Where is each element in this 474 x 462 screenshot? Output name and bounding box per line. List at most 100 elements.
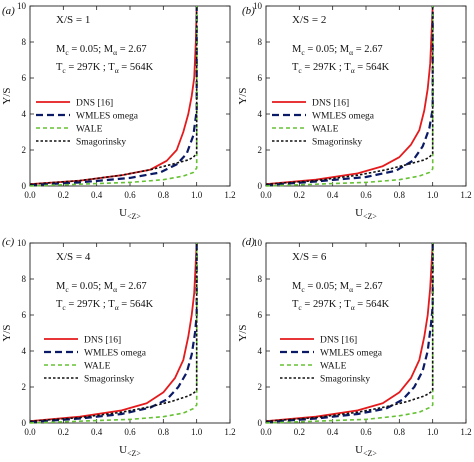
y-tick-label: 10: [253, 238, 263, 248]
x-tick-label: 0.0: [260, 427, 272, 437]
legend-label: WALE: [76, 125, 103, 135]
x-tick-label: 0.8: [394, 427, 406, 437]
x-axis-label: U<Z>​: [355, 444, 377, 458]
x-tick-label: 0.6: [360, 427, 372, 437]
series-line-smagorinsky: [265, 6, 434, 185]
series-line-smagorinsky: [29, 6, 198, 185]
series-line-wale: [29, 243, 198, 424]
y-tick-label: 4: [258, 346, 263, 356]
panel-tag: (c): [2, 236, 15, 248]
y-tick-label: 0: [22, 181, 27, 191]
plot-frame: [265, 242, 467, 424]
y-tick-label: 4: [258, 109, 263, 119]
y-tick-label: 2: [258, 145, 263, 155]
plot-frame: [29, 242, 231, 424]
chart-panel-3: (c) 0.0 0.2 0.4 0.6 0.8 1.0 1.2 0 2 4 6 8 10 U<Z>​ Y/S X…: [1, 236, 236, 458]
legend-label: Smagorinsky: [84, 375, 134, 385]
series-line-smagorinsky: [29, 243, 198, 422]
y-tick-label: 10: [17, 238, 27, 248]
x-tick-label: 1.0: [191, 190, 203, 200]
x-tick-label: 1.2: [224, 427, 235, 437]
y-tick-label: 0: [22, 418, 27, 428]
panel-annotation: Mc​ = 0.05; Mα​ = 2.67: [56, 44, 147, 57]
x-tick-label: 0.2: [294, 427, 305, 437]
series-line-wmles-omega: [265, 243, 434, 424]
x-tick-label: 0.2: [58, 190, 69, 200]
x-tick-label: 0.0: [24, 427, 36, 437]
series-line-wale: [265, 6, 434, 187]
y-tick-label: 6: [258, 310, 263, 320]
x-tick-label: 0.4: [91, 190, 103, 200]
x-tick-label: 0.4: [327, 427, 339, 437]
y-tick-label: 8: [258, 37, 263, 47]
x-tick-label: 0.8: [158, 427, 170, 437]
legend-label: WALE: [320, 362, 347, 372]
y-tick-label: 6: [22, 73, 27, 83]
x-tick-label: 0.4: [327, 190, 339, 200]
panel-annotation: Tc​ = 297K ; Tα​ = 564K: [56, 62, 154, 75]
legend-label: WMLES omega: [76, 112, 139, 122]
series-line-wale: [265, 243, 434, 424]
x-tick-label: 0.2: [58, 427, 69, 437]
x-tick-label: 0.6: [124, 190, 136, 200]
legend-label: WMLES omega: [320, 349, 383, 359]
x-tick-label: 1.0: [427, 427, 439, 437]
y-tick-label: 2: [22, 145, 27, 155]
chart-panel-2: (b) 0.0 0.2 0.4 0.6 0.8 1.0 1.2 0 2 4 6 8 10 U<Z>​ Y/S X…: [237, 1, 472, 221]
y-axis-label: Y/S: [1, 324, 13, 341]
series-line-smagorinsky: [265, 243, 434, 422]
legend-label: DNS [16]: [76, 99, 113, 109]
legend-label: WALE: [312, 125, 339, 135]
x-tick-label: 0.2: [294, 190, 305, 200]
legend-label: Smagorinsky: [312, 138, 362, 148]
legend-label: WMLES omega: [312, 112, 375, 122]
legend-label: Smagorinsky: [76, 138, 126, 148]
legend-label: DNS [16]: [84, 336, 121, 346]
x-tick-label: 1.2: [224, 190, 235, 200]
y-tick-label: 0: [258, 181, 263, 191]
series-line-wmles-omega: [29, 6, 198, 187]
x-tick-label: 0.0: [260, 190, 272, 200]
legend-label: Smagorinsky: [320, 375, 370, 385]
panel-annotation: Tc​ = 297K ; Tα​ = 564K: [292, 299, 390, 312]
plot-frame: [29, 5, 231, 187]
series-line-dns-16: [29, 5, 198, 186]
chart-panel-1: (a) 0.0 0.2 0.4 0.6 0.8 1.0 1.2 0 2 4 6 8 10 U<Z>​ Y/S X…: [1, 1, 236, 221]
x-tick-label: 1.0: [427, 190, 439, 200]
y-tick-label: 2: [22, 382, 27, 392]
x-axis-label: U<Z>​: [119, 444, 141, 458]
x-tick-label: 0.4: [91, 427, 103, 437]
panel-annotation: Mc​ = 0.05; Mα​ = 2.67: [292, 281, 383, 294]
x-tick-label: 0.6: [360, 190, 372, 200]
panel-annotation: Tc​ = 297K ; Tα​ = 564K: [292, 62, 390, 75]
panel-title: X/S = 6: [292, 251, 327, 263]
legend-label: DNS [16]: [312, 99, 349, 109]
y-axis-label: Y/S: [237, 87, 249, 104]
panel-tag: (b): [242, 5, 255, 17]
x-tick-label: 0.8: [158, 190, 170, 200]
series-line-dns-16: [265, 242, 434, 423]
x-tick-label: 1.0: [191, 427, 203, 437]
x-axis-label: U<Z>​: [119, 207, 141, 221]
y-tick-label: 8: [22, 274, 27, 284]
y-axis-label: Y/S: [1, 87, 13, 104]
y-tick-label: 8: [22, 37, 27, 47]
plot-frame: [265, 5, 467, 187]
y-tick-label: 0: [258, 418, 263, 428]
y-tick-label: 6: [258, 73, 263, 83]
panel-annotation: Mc​ = 0.05; Mα​ = 2.67: [292, 44, 383, 57]
legend-label: WALE: [84, 362, 111, 372]
panel-annotation: Mc​ = 0.05; Mα​ = 2.67: [56, 281, 147, 294]
x-tick-label: 0.8: [394, 190, 406, 200]
y-tick-label: 4: [22, 346, 27, 356]
panel-title: X/S = 4: [56, 251, 91, 263]
x-tick-label: 1.2: [460, 190, 471, 200]
series-line-wale: [29, 6, 198, 187]
x-tick-label: 1.2: [460, 427, 471, 437]
y-tick-label: 8: [258, 274, 263, 284]
panel-title: X/S = 2: [292, 14, 326, 26]
panel-title: X/S = 1: [56, 14, 90, 26]
series-line-wmles-omega: [29, 243, 198, 424]
legend-label: DNS [16]: [320, 336, 357, 346]
y-tick-label: 4: [22, 109, 27, 119]
